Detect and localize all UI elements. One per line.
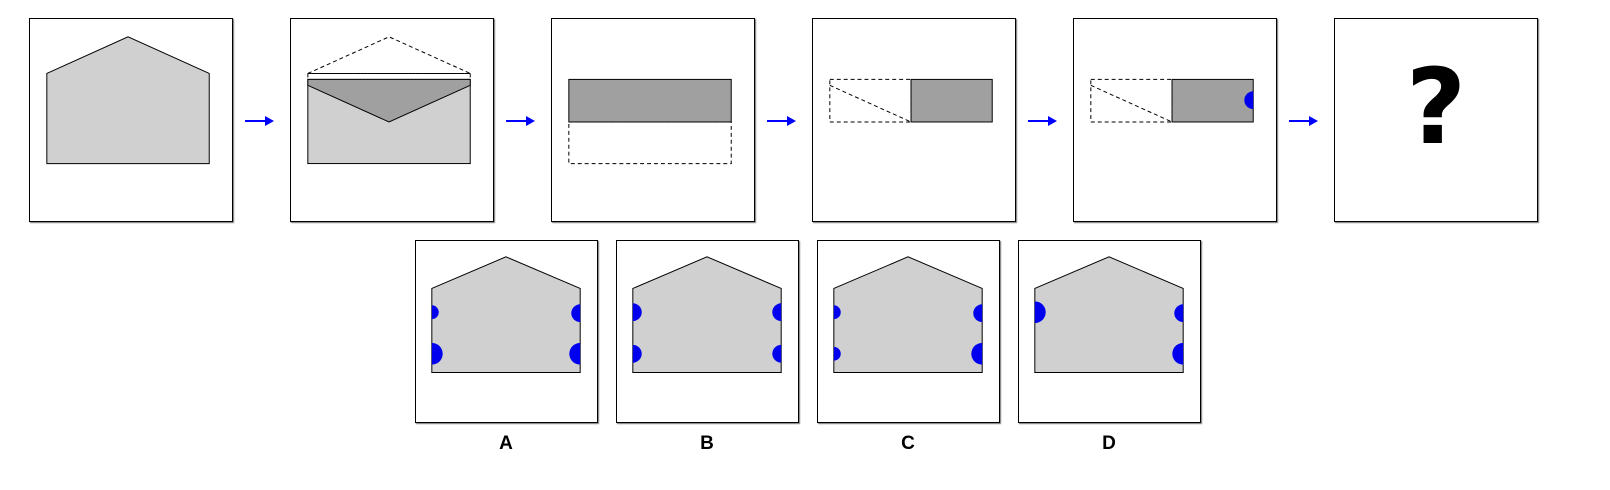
option-d-diagram — [1034, 256, 1184, 374]
pentagon-paper — [46, 36, 210, 165]
horizontal-fold-diagram — [568, 78, 732, 165]
option-d-panel[interactable] — [1018, 240, 1201, 423]
hole-icon — [569, 342, 581, 365]
unfolded-left-half-outline — [829, 78, 912, 123]
result-panel: ? — [1334, 18, 1538, 222]
option-c-panel[interactable] — [817, 240, 1000, 423]
hole-icon — [431, 342, 443, 365]
arrow-right-icon — [1289, 116, 1318, 126]
option-b-panel[interactable] — [616, 240, 799, 423]
arrow-right-icon — [767, 116, 796, 126]
option-c-label: C — [901, 433, 915, 454]
hole-icon — [431, 305, 439, 320]
step-2-panel — [290, 18, 494, 222]
punched-hole-diagram — [1090, 78, 1254, 123]
option-b-label: B — [700, 433, 714, 454]
paper-shape — [833, 256, 983, 374]
step-3-panel — [551, 18, 755, 222]
paper-shape — [632, 256, 782, 374]
original-flap-outline — [307, 36, 471, 74]
option-a-panel[interactable] — [415, 240, 598, 423]
hole-icon — [973, 304, 983, 323]
folded-flap — [307, 78, 471, 123]
step-5-panel — [1073, 18, 1277, 222]
hole-icon — [833, 305, 841, 320]
hole-icon — [1174, 304, 1184, 323]
folded-square — [1171, 78, 1254, 123]
option-a-diagram — [431, 256, 581, 374]
fold-flap-diagram — [307, 36, 471, 165]
hole-icon — [833, 346, 841, 361]
step-1-panel — [29, 18, 233, 222]
vertical-fold-diagram — [829, 78, 993, 123]
arrow-right-icon — [1028, 116, 1057, 126]
flap-crease-outline — [1090, 84, 1173, 123]
hole-icon — [632, 344, 642, 363]
folded-square — [910, 78, 993, 123]
question-mark: ? — [1405, 46, 1467, 168]
option-a-label: A — [499, 433, 513, 454]
hole-icon — [1244, 91, 1254, 110]
arrow-right-icon — [506, 116, 535, 126]
folded-strip — [568, 78, 732, 123]
option-c-diagram — [833, 256, 983, 374]
hole-icon — [772, 344, 782, 363]
unfolded-left-half-outline — [1090, 78, 1173, 123]
paper-shape — [431, 256, 581, 374]
option-b-diagram — [632, 256, 782, 374]
hole-icon — [1034, 301, 1046, 324]
hole-icon — [772, 303, 782, 322]
hole-icon — [632, 303, 642, 322]
unfolded-lower-half-outline — [568, 121, 732, 165]
option-d-label: D — [1102, 433, 1116, 454]
hole-icon — [971, 342, 983, 365]
hole-icon — [571, 304, 581, 323]
arrow-right-icon — [245, 116, 274, 126]
paper-shape — [46, 36, 210, 165]
paper-shape — [1034, 256, 1184, 374]
hole-icon — [1172, 342, 1184, 365]
flap-crease-outline — [829, 84, 912, 123]
step-4-panel — [812, 18, 1016, 222]
